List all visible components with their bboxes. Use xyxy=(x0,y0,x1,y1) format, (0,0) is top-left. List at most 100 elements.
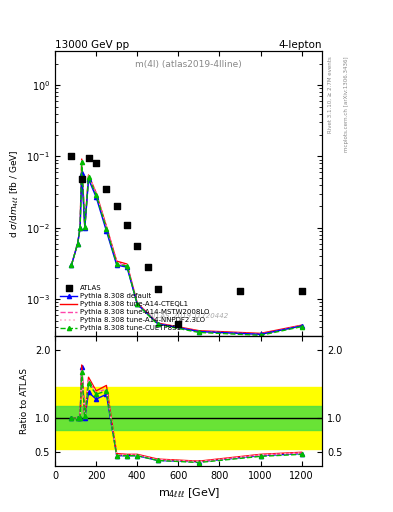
Y-axis label: d $\sigma$/d$m_{4\ell\ell}$ [fb / GeV]: d $\sigma$/d$m_{4\ell\ell}$ [fb / GeV] xyxy=(8,150,20,238)
Pythia 8.308 tune-A14-NNPDF2.3LO xyxy=(299,323,304,329)
Pythia 8.308 tune-CUETP8S1 xyxy=(258,332,263,338)
Pythia 8.308 default xyxy=(78,225,83,231)
ATLAS xyxy=(299,287,305,295)
Pythia 8.308 tune-CUETP8S1 xyxy=(78,225,83,231)
Line: Pythia 8.308 tune-A14-CTEQL1: Pythia 8.308 tune-A14-CTEQL1 xyxy=(72,159,302,333)
ATLAS xyxy=(79,175,85,183)
Pythia 8.308 tune-A14-MSTW2008LO xyxy=(196,329,201,335)
Pythia 8.308 tune-A14-MSTW2008LO xyxy=(258,331,263,337)
Pythia 8.308 tune-A14-NNPDF2.3LO xyxy=(86,173,91,179)
Line: Pythia 8.308 default: Pythia 8.308 default xyxy=(70,172,304,336)
Pythia 8.308 tune-A14-NNPDF2.3LO xyxy=(79,157,84,163)
Pythia 8.308 tune-A14-CTEQL1 xyxy=(196,328,201,334)
Pythia 8.308 tune-CUETP8S1 xyxy=(75,241,80,247)
ATLAS xyxy=(85,154,92,162)
ATLAS xyxy=(237,287,243,295)
Pythia 8.308 tune-A14-NNPDF2.3LO xyxy=(94,190,99,197)
Text: m(4l) (atlas2019-4lline): m(4l) (atlas2019-4lline) xyxy=(135,60,242,69)
Pythia 8.308 tune-CUETP8S1 xyxy=(104,226,109,232)
ATLAS xyxy=(68,153,75,161)
Line: Pythia 8.308 tune-CUETP8S1: Pythia 8.308 tune-CUETP8S1 xyxy=(70,159,304,337)
Pythia 8.308 tune-A14-CTEQL1 xyxy=(258,330,263,336)
Pythia 8.308 default xyxy=(114,262,119,268)
Pythia 8.308 tune-CUETP8S1 xyxy=(79,158,84,164)
ATLAS xyxy=(134,242,140,250)
Pythia 8.308 tune-A14-CTEQL1 xyxy=(299,322,304,328)
Pythia 8.308 tune-CUETP8S1 xyxy=(299,324,304,330)
Pythia 8.308 tune-A14-NNPDF2.3LO xyxy=(156,321,160,327)
Pythia 8.308 tune-CUETP8S1 xyxy=(156,322,160,328)
Pythia 8.308 tune-A14-MSTW2008LO xyxy=(156,321,160,327)
Pythia 8.308 tune-A14-MSTW2008LO xyxy=(75,241,80,247)
Pythia 8.308 default xyxy=(125,264,129,270)
Pythia 8.308 tune-A14-CTEQL1 xyxy=(83,225,87,231)
Pythia 8.308 tune-A14-CTEQL1 xyxy=(156,320,160,326)
Legend: ATLAS, Pythia 8.308 default, Pythia 8.308 tune-A14-CTEQL1, Pythia 8.308 tune-A14: ATLAS, Pythia 8.308 default, Pythia 8.30… xyxy=(59,284,211,333)
Y-axis label: Ratio to ATLAS: Ratio to ATLAS xyxy=(20,368,29,434)
Pythia 8.308 tune-CUETP8S1 xyxy=(135,302,140,308)
Pythia 8.308 tune-A14-NNPDF2.3LO xyxy=(104,225,109,231)
Pythia 8.308 tune-A14-NNPDF2.3LO xyxy=(69,262,74,268)
Pythia 8.308 default xyxy=(86,176,91,182)
Pythia 8.308 tune-CUETP8S1 xyxy=(86,174,91,180)
Pythia 8.308 tune-A14-CTEQL1 xyxy=(104,223,109,229)
Pythia 8.308 tune-A14-MSTW2008LO xyxy=(104,225,109,231)
ATLAS xyxy=(175,319,182,328)
Pythia 8.308 default xyxy=(69,262,74,268)
Pythia 8.308 tune-A14-MSTW2008LO xyxy=(94,190,99,197)
Pythia 8.308 tune-A14-CTEQL1 xyxy=(79,156,84,162)
Pythia 8.308 tune-A14-MSTW2008LO xyxy=(125,262,129,268)
Pythia 8.308 tune-CUETP8S1 xyxy=(94,191,99,198)
Pythia 8.308 tune-CUETP8S1 xyxy=(125,263,129,269)
ATLAS xyxy=(114,202,120,210)
Text: 4-lepton: 4-lepton xyxy=(279,40,322,50)
Pythia 8.308 tune-A14-NNPDF2.3LO xyxy=(196,329,201,335)
Pythia 8.308 tune-A14-NNPDF2.3LO xyxy=(83,223,87,229)
Pythia 8.308 tune-CUETP8S1 xyxy=(196,329,201,335)
Pythia 8.308 default xyxy=(135,301,140,307)
Pythia 8.308 tune-A14-MSTW2008LO xyxy=(78,225,83,231)
Line: Pythia 8.308 tune-A14-MSTW2008LO: Pythia 8.308 tune-A14-MSTW2008LO xyxy=(72,160,302,334)
Pythia 8.308 default xyxy=(75,241,80,247)
ATLAS xyxy=(124,221,130,229)
Pythia 8.308 default xyxy=(299,323,304,329)
X-axis label: m$_{4\ell\ell\ell}$ [GeV]: m$_{4\ell\ell\ell}$ [GeV] xyxy=(158,486,220,500)
ATLAS xyxy=(155,285,161,293)
Pythia 8.308 default xyxy=(104,228,109,234)
Pythia 8.308 tune-A14-NNPDF2.3LO xyxy=(125,262,129,268)
Line: Pythia 8.308 tune-A14-NNPDF2.3LO: Pythia 8.308 tune-A14-NNPDF2.3LO xyxy=(72,160,302,334)
Pythia 8.308 tune-CUETP8S1 xyxy=(83,224,87,230)
Pythia 8.308 default xyxy=(79,170,84,177)
Pythia 8.308 tune-A14-MSTW2008LO xyxy=(114,260,119,266)
Text: Rivet 3.1.10, ≥ 2.7M events: Rivet 3.1.10, ≥ 2.7M events xyxy=(328,56,333,133)
Pythia 8.308 tune-A14-MSTW2008LO xyxy=(86,173,91,179)
Pythia 8.308 tune-A14-CTEQL1 xyxy=(114,258,119,264)
Pythia 8.308 tune-A14-CTEQL1 xyxy=(75,241,80,247)
Pythia 8.308 tune-A14-NNPDF2.3LO xyxy=(135,301,140,307)
ATLAS xyxy=(144,263,151,271)
Pythia 8.308 tune-A14-NNPDF2.3LO xyxy=(258,331,263,337)
Pythia 8.308 tune-CUETP8S1 xyxy=(114,261,119,267)
Text: 13000 GeV pp: 13000 GeV pp xyxy=(55,40,129,50)
Pythia 8.308 default xyxy=(83,225,87,231)
Pythia 8.308 default xyxy=(258,331,263,337)
Pythia 8.308 tune-A14-CTEQL1 xyxy=(94,189,99,196)
ATLAS xyxy=(93,159,99,167)
Pythia 8.308 tune-A14-NNPDF2.3LO xyxy=(75,241,80,247)
Pythia 8.308 tune-A14-MSTW2008LO xyxy=(83,223,87,229)
Pythia 8.308 tune-A14-CTEQL1 xyxy=(125,261,129,267)
Pythia 8.308 tune-A14-CTEQL1 xyxy=(78,225,83,231)
Pythia 8.308 tune-A14-CTEQL1 xyxy=(135,300,140,306)
Pythia 8.308 tune-A14-NNPDF2.3LO xyxy=(114,260,119,266)
Pythia 8.308 tune-A14-CTEQL1 xyxy=(86,172,91,178)
ATLAS xyxy=(103,185,110,193)
Pythia 8.308 tune-A14-NNPDF2.3LO xyxy=(78,225,83,231)
Pythia 8.308 default xyxy=(196,329,201,335)
Pythia 8.308 tune-A14-MSTW2008LO xyxy=(69,262,74,268)
Pythia 8.308 default xyxy=(156,321,160,327)
Pythia 8.308 tune-A14-MSTW2008LO xyxy=(79,157,84,163)
Pythia 8.308 tune-CUETP8S1 xyxy=(69,262,74,268)
Pythia 8.308 tune-A14-CTEQL1 xyxy=(69,262,74,268)
Text: mcplots.cern.ch [arXiv:1306.3436]: mcplots.cern.ch [arXiv:1306.3436] xyxy=(344,56,349,152)
Pythia 8.308 default xyxy=(94,194,99,200)
